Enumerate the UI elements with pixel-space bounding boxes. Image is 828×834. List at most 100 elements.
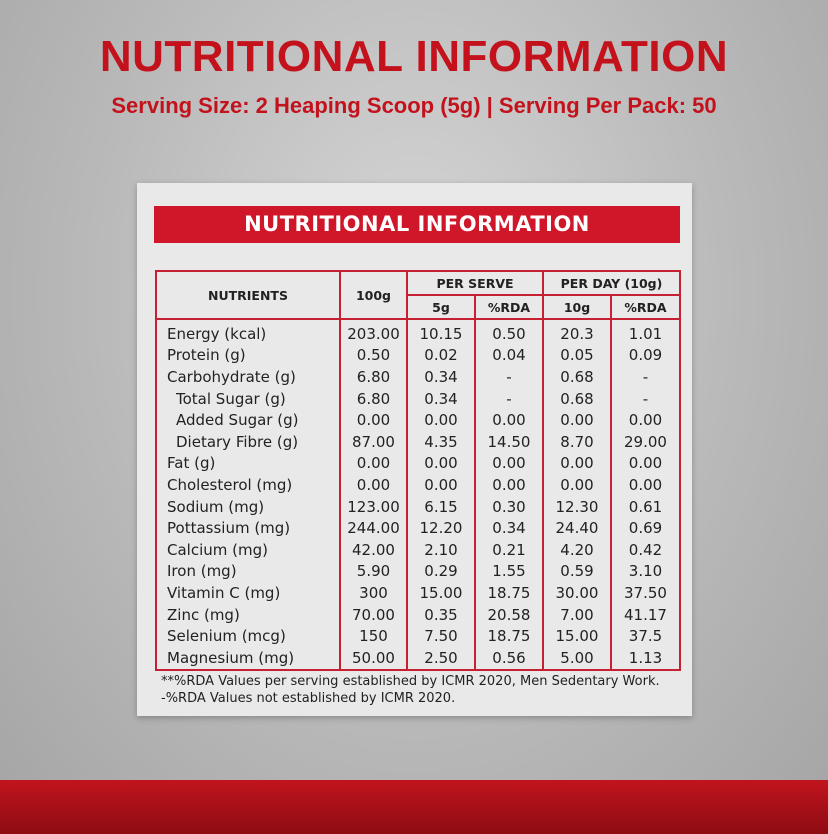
value-cell: 0.34 (474, 517, 544, 539)
nutrient-name: Selenium (mcg) (155, 625, 341, 647)
nutrition-card: NUTRITIONAL INFORMATION NUTRIENTS 100g P… (137, 183, 692, 716)
value-cell: 300 (339, 582, 408, 604)
value-cell: 0.42 (610, 538, 681, 561)
value-cell: 4.35 (406, 430, 476, 453)
value-cell: 20.58 (474, 603, 544, 626)
header-cell: PER DAY (10g) (542, 270, 681, 296)
value-cell: 2.10 (406, 538, 476, 561)
value-cell: 15.00 (406, 582, 476, 604)
value-cell: 0.59 (542, 560, 612, 583)
value-cell: 0.00 (406, 452, 476, 475)
nutrient-name: Added Sugar (g) (155, 409, 341, 431)
value-cell: 0.68 (542, 366, 612, 388)
header-cell: 10g (542, 294, 612, 320)
value-cell: 1.55 (474, 560, 544, 583)
nutrient-name: Protein (g) (155, 344, 341, 367)
table-row: Total Sugar (g) 6.80 0.34-0.68- (155, 387, 681, 410)
value-cell: 50.00 (339, 646, 408, 670)
table-row: Cholesterol (mg) 0.00 0.00 0.00 0.00 0.00 (155, 474, 681, 496)
value-cell: 29.00 (610, 430, 681, 453)
nutrient-name: Pottassium (mg) (155, 517, 341, 539)
nutrient-name: Fat (g) (155, 452, 341, 475)
table-row: Selenium (mcg) 150 7.50 18.75 15.00 37.5 (155, 625, 681, 647)
value-cell: 0.69 (610, 517, 681, 539)
card-banner: NUTRITIONAL INFORMATION (154, 206, 680, 243)
value-cell: - (474, 366, 544, 388)
table-row: Magnesium (mg) 50.00 2.50 0.56 5.00 1.13 (155, 646, 681, 670)
value-cell: 0.56 (474, 646, 544, 670)
value-cell: 18.75 (474, 582, 544, 604)
nutrient-name: Sodium (mg) (155, 495, 341, 518)
value-cell: 0.00 (610, 409, 681, 431)
nutrient-name: Iron (mg) (155, 560, 341, 583)
header-cell: NUTRIENTS (155, 270, 341, 320)
nutrition-table: NUTRIENTS 100g PER SERVE PER DAY (10g) 5… (155, 270, 681, 671)
value-cell: 37.5 (610, 625, 681, 647)
nutrient-name: Carbohydrate (g) (155, 366, 341, 388)
value-cell: 6.15 (406, 495, 476, 518)
value-cell: 12.20 (406, 517, 476, 539)
value-cell: 0.50 (339, 344, 408, 367)
value-cell: 20.3 (542, 319, 612, 345)
nutrient-name: Zinc (mg) (155, 603, 341, 626)
value-cell: 0.21 (474, 538, 544, 561)
value-cell: - (610, 366, 681, 388)
value-cell: 150 (339, 625, 408, 647)
value-cell: 0.00 (542, 474, 612, 496)
value-cell: 0.02 (406, 344, 476, 367)
value-cell: 7.50 (406, 625, 476, 647)
value-cell: 2.50 (406, 646, 476, 670)
title: NUTRITIONAL INFORMATION (99, 32, 729, 81)
value-cell: 0.30 (474, 495, 544, 518)
table-row: Dietary Fibre (g) 87.00 4.35 14.50 8.70 29.00 (155, 430, 681, 453)
nutrient-name: Vitamin C (mg) (155, 582, 341, 604)
value-cell: 0.61 (610, 495, 681, 518)
value-cell: 10.15 (406, 319, 476, 345)
value-cell: 37.50 (610, 582, 681, 604)
table-row: Calcium (mg) 42.00 2.10 0.21 4.20 0.42 (155, 538, 681, 561)
value-cell: 42.00 (339, 538, 408, 561)
value-cell: - (474, 387, 544, 410)
value-cell: 0.68 (542, 387, 612, 410)
value-cell: 0.00 (406, 474, 476, 496)
table-body: Energy (kcal) 203.00 10.15 0.50 20.3 1.01 Prot… (155, 319, 681, 670)
value-cell: 1.13 (610, 646, 681, 670)
nutrient-name: Calcium (mg) (155, 538, 341, 561)
value-cell: 12.30 (542, 495, 612, 518)
table-row: Fat (g) 0.00 0.00 0.00 0.00 0.00 (155, 452, 681, 475)
value-cell: 7.00 (542, 603, 612, 626)
value-cell: 0.00 (474, 474, 544, 496)
value-cell: 0.00 (610, 452, 681, 475)
footnotes: **%RDA Values per serving established by… (161, 673, 660, 707)
value-cell: 0.00 (542, 409, 612, 431)
value-cell: 0.00 (542, 452, 612, 475)
value-cell: 30.00 (542, 582, 612, 604)
value-cell: 0.00 (339, 452, 408, 475)
nutrient-name: Magnesium (mg) (155, 646, 341, 670)
value-cell: 0.00 (406, 409, 476, 431)
value-cell: 14.50 (474, 430, 544, 453)
value-cell: 0.00 (610, 474, 681, 496)
table-row: Pottassium (mg) 244.00 12.20 0.34 24.40 0.69 (155, 517, 681, 539)
value-cell: 24.40 (542, 517, 612, 539)
table-row: Sodium (mg) 123.00 6.15 0.30 12.30 0.61 (155, 495, 681, 518)
footnote: -%RDA Values not established by ICMR 202… (161, 691, 456, 706)
value-cell: 0.00 (339, 409, 408, 431)
value-cell: 18.75 (474, 625, 544, 647)
value-cell: 0.29 (406, 560, 476, 583)
subtitle: Serving Size: 2 Heaping Scoop (5g) | Ser… (111, 93, 717, 118)
value-cell: 0.04 (474, 344, 544, 367)
table-row: Added Sugar (g) 0.00 0.00 0.00 0.00 0.00 (155, 409, 681, 431)
value-cell: 4.20 (542, 538, 612, 561)
value-cell: 87.00 (339, 430, 408, 453)
value-cell: 0.50 (474, 319, 544, 345)
value-cell: 0.00 (474, 409, 544, 431)
header-cell: %RDA (610, 294, 681, 320)
nutrient-name: Total Sugar (g) (155, 387, 341, 410)
value-cell: 0.35 (406, 603, 476, 626)
value-cell: 0.34 (406, 366, 476, 388)
value-cell: 15.00 (542, 625, 612, 647)
header-cell: 100g (339, 270, 408, 320)
value-cell: - (610, 387, 681, 410)
